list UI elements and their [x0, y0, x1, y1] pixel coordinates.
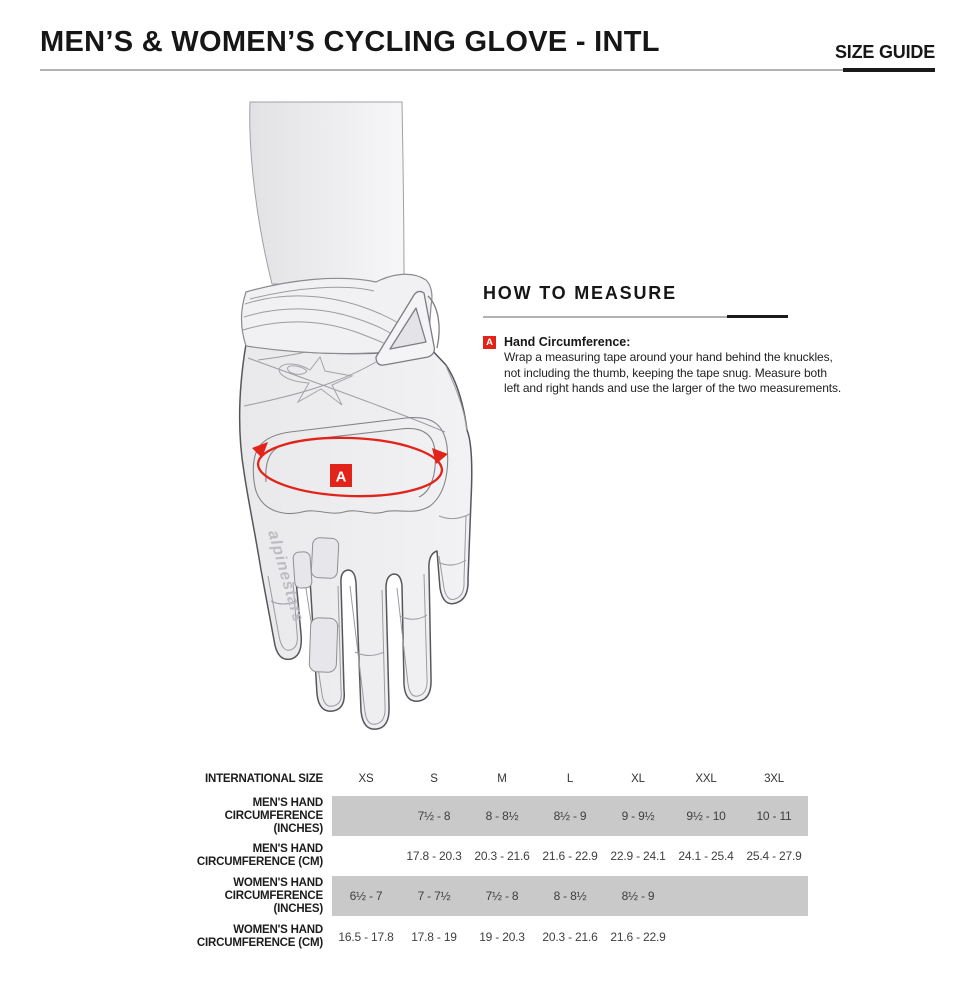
cell-mens-inches-l: 8½ - 9	[536, 796, 604, 836]
cell-mens-cm-xxl: 24.1 - 25.4	[678, 849, 734, 863]
cell-mens-inches-s: 7½ - 8	[400, 796, 468, 836]
size-column-xl: XL	[631, 773, 645, 785]
row-label-line: CIRCUMFERENCE (INCHES)	[224, 889, 324, 915]
how-to-measure-divider-gray	[483, 316, 727, 318]
cell-womens-inches-xl: 8½ - 9	[604, 876, 672, 916]
glove-illustration-svg: alpinestars A	[238, 101, 473, 730]
cell-womens-cm-s: 17.8 - 19	[411, 929, 457, 944]
row-label-line: WOMEN'S HAND	[233, 876, 323, 889]
size-column-m: M	[497, 773, 507, 785]
hand-circumference-item: A Hand Circumference: Wrap a measuring t…	[483, 335, 841, 397]
measure-marker-a-label: A	[336, 469, 347, 486]
measure-arrow-left	[252, 442, 268, 458]
strap-tab	[375, 290, 440, 366]
size-column-s: S	[430, 773, 438, 785]
row-label-line: CIRCUMFERENCE (INCHES)	[224, 809, 324, 835]
cell-womens-cm-3xl	[740, 916, 808, 957]
size-column-xs: XS	[358, 773, 374, 785]
cell-mens-inches-m: 8 - 8½	[468, 796, 536, 836]
header-divider-gray	[40, 69, 935, 71]
header-divider	[40, 67, 935, 72]
row-label-mens-cm: MEN'S HAND CIRCUMFERENCE (CM)	[190, 836, 332, 876]
row-label-line: CIRCUMFERENCE (CM)	[196, 936, 323, 949]
cell-womens-cm-xl: 21.6 - 22.9	[610, 929, 666, 944]
cell-womens-inches-xxl	[672, 876, 740, 916]
cell-mens-inches-xxl: 9½ - 10	[672, 796, 740, 836]
hand-circumference-title: Hand Circumference:	[504, 335, 631, 349]
cell-mens-cm-3xl: 25.4 - 27.9	[746, 849, 802, 863]
size-column-3xl: 3XL	[764, 773, 784, 785]
knuckle-pad-outline	[252, 416, 449, 515]
how-to-measure-divider	[483, 315, 788, 318]
cell-womens-cm-xs: 16.5 - 17.8	[338, 929, 394, 944]
brand-star-logo	[278, 355, 354, 406]
size-table: INTERNATIONAL SIZE XS S M L XL XXL 3XL M…	[190, 762, 808, 957]
hand-circumference-line-1: Wrap a measuring tape around your hand b…	[504, 350, 833, 364]
cell-womens-cm-xxl	[672, 916, 740, 957]
cell-womens-inches-s: 7 - 7½	[400, 876, 468, 916]
how-to-measure-divider-accent	[727, 315, 788, 318]
row-label-womens-cm: WOMEN'S HAND CIRCUMFERENCE (CM)	[190, 916, 332, 957]
row-label-line: MEN'S HAND	[252, 796, 324, 809]
how-to-measure-heading: HOW TO MEASURE	[483, 283, 677, 303]
cell-mens-cm-l: 21.6 - 22.9	[542, 849, 598, 863]
cell-mens-inches-3xl: 10 - 11	[740, 796, 808, 836]
cell-womens-cm-l: 20.3 - 21.6	[542, 929, 598, 944]
size-table-header-label: INTERNATIONAL SIZE	[190, 762, 332, 796]
row-label-line: CIRCUMFERENCE (CM)	[196, 856, 323, 868]
cell-womens-cm-m: 19 - 20.3	[479, 929, 525, 944]
cell-mens-cm-xl: 22.9 - 24.1	[610, 849, 666, 863]
measure-ellipse	[252, 436, 448, 498]
cell-womens-inches-3xl	[740, 876, 808, 916]
glove-illustration: alpinestars A	[238, 96, 490, 748]
hand-circumference-line-2: not including the thumb, keeping the tap…	[504, 365, 827, 380]
row-label-womens-inches: WOMEN'S HAND CIRCUMFERENCE (INCHES)	[190, 876, 332, 916]
international-size-label: INTERNATIONAL SIZE	[204, 772, 323, 785]
measure-marker-a: A	[330, 464, 352, 487]
how-to-measure-section: HOW TO MEASURE A Hand Circumference: Wra…	[483, 283, 841, 397]
measure-arrow-right	[432, 448, 448, 464]
cell-womens-inches-l: 8 - 8½	[536, 876, 604, 916]
cell-mens-cm-xs	[332, 836, 400, 876]
cell-womens-inches-xs: 6½ - 7	[332, 876, 400, 916]
row-label-mens-inches: MEN'S HAND CIRCUMFERENCE (INCHES)	[190, 796, 332, 836]
size-column-l: L	[566, 773, 574, 785]
cell-mens-inches-xl: 9 - 9½	[604, 796, 672, 836]
forearm-shape	[249, 101, 405, 285]
cuff-band	[240, 273, 433, 355]
size-column-xxl: XXL	[695, 773, 717, 785]
row-label-line: MEN'S HAND	[252, 843, 324, 855]
hand-circumference-line-3: left and right hands and use the larger …	[504, 381, 842, 396]
cell-womens-inches-m: 7½ - 8	[468, 876, 536, 916]
cell-mens-cm-s: 17.8 - 20.3	[406, 849, 462, 863]
header-divider-accent	[843, 68, 935, 72]
row-label-line: WOMEN'S HAND	[233, 923, 323, 936]
finger-pads	[292, 537, 340, 673]
size-guide-label: SIZE GUIDE	[834, 42, 935, 62]
hand-circumference-marker: A	[483, 336, 496, 349]
page-title: MEN’S & WOMEN’S CYCLING GLOVE - INTL	[40, 26, 660, 58]
hand-circumference-body: Hand Circumference: Wrap a measuring tap…	[504, 335, 841, 397]
cell-mens-inches-xs	[332, 796, 400, 836]
cuff-elastic-lines	[242, 286, 401, 347]
cell-mens-cm-m: 20.3 - 21.6	[474, 849, 530, 863]
